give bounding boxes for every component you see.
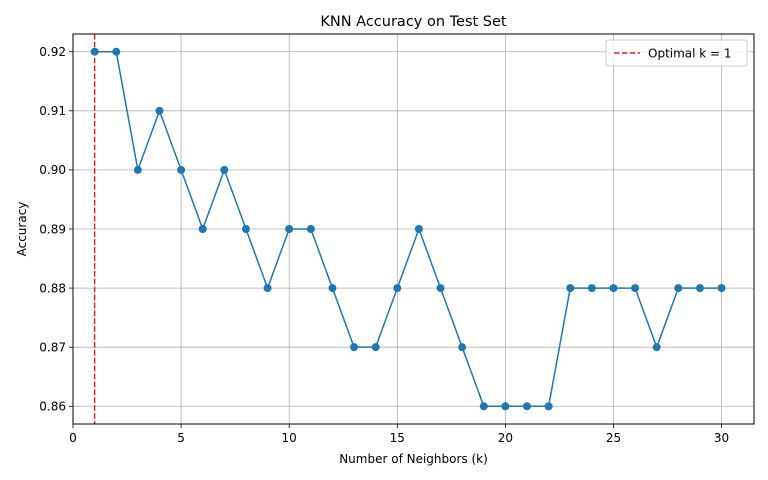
accuracy-data-point bbox=[674, 284, 683, 293]
accuracy-data-point bbox=[587, 284, 596, 293]
accuracy-data-point bbox=[285, 225, 294, 233]
accuracy-data-point bbox=[609, 284, 618, 293]
y-axis-label: Accuracy bbox=[15, 202, 29, 257]
accuracy-data-point bbox=[458, 343, 467, 352]
x-tick-label: 30 bbox=[714, 431, 729, 445]
accuracy-data-point bbox=[393, 284, 402, 293]
x-axis: 0 5 10 15 20 25 30 bbox=[69, 424, 729, 445]
accuracy-data-point bbox=[350, 343, 359, 352]
accuracy-data-point bbox=[631, 284, 640, 293]
accuracy-data-point bbox=[198, 225, 207, 233]
chart-title: KNN Accuracy on Test Set bbox=[320, 14, 507, 30]
y-tick-label: 0.88 bbox=[39, 281, 66, 295]
accuracy-data-point bbox=[695, 284, 704, 293]
accuracy-data-point bbox=[566, 284, 575, 293]
x-tick-label: 5 bbox=[177, 431, 185, 445]
accuracy-data-point bbox=[90, 47, 99, 56]
x-tick-label: 15 bbox=[390, 431, 405, 445]
y-tick-label: 0.90 bbox=[39, 163, 66, 177]
accuracy-data-point bbox=[241, 225, 250, 233]
series-layer bbox=[90, 47, 726, 411]
accuracy-data-point bbox=[306, 225, 315, 233]
accuracy-data-point bbox=[371, 343, 380, 352]
y-tick-label: 0.89 bbox=[39, 222, 66, 236]
accuracy-data-point bbox=[544, 402, 553, 411]
accuracy-data-point bbox=[717, 284, 726, 293]
x-axis-label: Number of Neighbors (k) bbox=[339, 452, 488, 466]
accuracy-data-point bbox=[328, 284, 337, 293]
y-tick-label: 0.91 bbox=[39, 104, 66, 118]
y-tick-label: 0.92 bbox=[39, 45, 66, 59]
accuracy-data-point bbox=[133, 165, 142, 174]
accuracy-data-point bbox=[112, 47, 121, 56]
y-tick-label: 0.86 bbox=[39, 400, 66, 414]
legend-entry-label: Optimal k = 1 bbox=[648, 46, 732, 60]
y-tick-label: 0.87 bbox=[39, 340, 66, 354]
x-tick-label: 20 bbox=[498, 431, 513, 445]
accuracy-data-point bbox=[220, 165, 229, 174]
accuracy-data-point bbox=[155, 106, 164, 115]
accuracy-data-point bbox=[501, 402, 510, 411]
x-tick-label: 10 bbox=[282, 431, 297, 445]
x-tick-label: 0 bbox=[69, 431, 77, 445]
accuracy-data-point bbox=[436, 284, 445, 293]
accuracy-data-point bbox=[523, 402, 531, 411]
accuracy-data-point bbox=[177, 165, 186, 174]
accuracy-data-point bbox=[652, 343, 661, 352]
legend-box bbox=[605, 39, 748, 67]
x-tick-label: 25 bbox=[606, 431, 621, 445]
accuracy-data-point bbox=[263, 284, 272, 293]
accuracy-data-point bbox=[479, 402, 488, 411]
legend: Optimal k = 1 bbox=[605, 39, 748, 67]
y-axis: 0.86 0.87 0.88 0.89 0.90 0.91 0.92 bbox=[39, 45, 73, 414]
accuracy-data-point bbox=[414, 225, 423, 233]
